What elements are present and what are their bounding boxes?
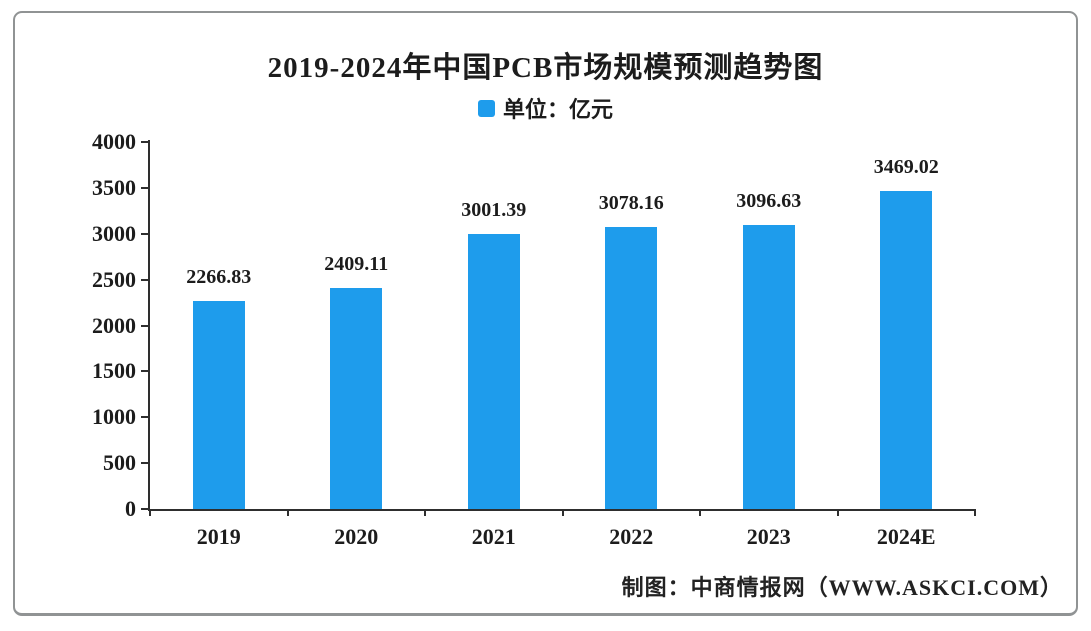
- bar-value-label: 3001.39: [461, 198, 527, 221]
- y-tick-label: 4000: [92, 129, 136, 154]
- x-tick-mark: [699, 509, 701, 516]
- y-tick-mark: [141, 186, 150, 189]
- y-tick-mark: [141, 141, 150, 143]
- y-tick-mark: [141, 416, 150, 419]
- y-tick-label: 2000: [92, 312, 136, 338]
- plot-area: 0 500 1000 1500 2000 2500 3000 3500 4000 2266.83…: [92, 130, 976, 549]
- y-tick-label: 3000: [92, 220, 136, 246]
- bar: [192, 301, 245, 509]
- y-tick-mark: [141, 508, 150, 510]
- x-tick-mark: [561, 509, 564, 516]
- y-tick-mark: [141, 232, 150, 235]
- bar: [467, 233, 520, 509]
- chart-title: 2019-2024年中国PCB市场规模预测趋势图: [267, 52, 824, 84]
- x-tick-mark: [149, 509, 151, 516]
- bar-value-label: 3078.16: [598, 191, 664, 214]
- x-axis-label: 2024E: [876, 524, 936, 549]
- y-tick-mark: [141, 462, 150, 465]
- bar-value-label: 2266.83: [186, 266, 252, 289]
- bar-value-label: 2409.11: [324, 252, 389, 275]
- y-tick-mark: [141, 278, 150, 281]
- bar: [605, 226, 658, 509]
- credit-line: 制图：中商情报网（WWW.ASKCI.COM）: [621, 575, 1063, 600]
- legend-label: 单位：亿元: [502, 97, 613, 122]
- bar-value-label: 3469.02: [873, 155, 939, 178]
- y-tick-label: 1000: [92, 404, 136, 430]
- y-tick-label: 3500: [92, 174, 136, 200]
- x-tick-mark: [974, 509, 976, 516]
- x-axis-label: 2019: [196, 524, 241, 549]
- bar: [742, 224, 795, 509]
- x-axis-label: 2020: [334, 524, 379, 549]
- legend: 单位：亿元: [0, 92, 1091, 124]
- bar: [330, 287, 383, 509]
- x-axis-label: 2021: [471, 524, 516, 549]
- x-axis-label: 2023: [746, 524, 791, 549]
- y-tick-label: 500: [103, 450, 136, 476]
- y-tick-label: 0: [125, 496, 136, 521]
- y-tick-mark: [141, 370, 150, 373]
- bar: [880, 190, 933, 509]
- x-tick-mark: [836, 509, 839, 516]
- y-tick-label: 1500: [92, 358, 136, 384]
- x-tick-mark: [286, 509, 289, 516]
- y-tick-label: 2500: [92, 266, 136, 292]
- x-tick-mark: [424, 509, 426, 516]
- y-tick-mark: [141, 324, 150, 327]
- bar-value-label: 3096.63: [736, 189, 802, 212]
- legend-swatch-icon: [477, 99, 495, 117]
- x-axis-label: 2022: [609, 524, 654, 549]
